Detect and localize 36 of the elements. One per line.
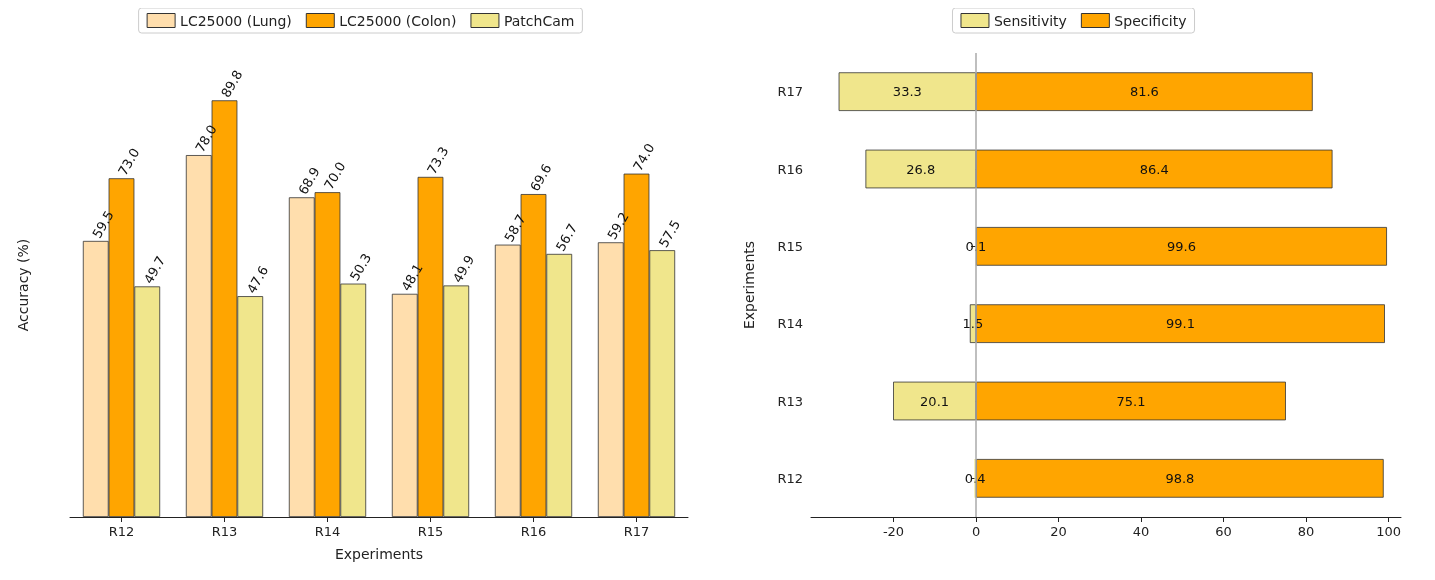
legend-label: LC25000 (Colon) <box>339 12 457 29</box>
data-label: 98.8 <box>1165 470 1195 486</box>
x-tick-label: R16 <box>520 524 547 539</box>
y-tick-label: R13 <box>777 393 803 409</box>
data-label: 33.3 <box>892 84 922 100</box>
x-tick-label: R13 <box>211 524 238 539</box>
x-axis-title: Experiments <box>334 546 424 562</box>
y-tick-label: R15 <box>777 238 803 254</box>
x-tick-label: R12 <box>108 524 135 539</box>
x-tick-label: R17 <box>623 524 650 539</box>
x-tick-label: R14 <box>314 524 341 539</box>
x-tick-label: 20 <box>1050 524 1067 539</box>
x-tick-label: 100 <box>1376 524 1402 539</box>
x-tick-label: 0 <box>971 524 981 539</box>
y-tick-label: R12 <box>777 470 803 486</box>
y-axis-title: Experiments <box>741 240 757 330</box>
x-tick-label: -20 <box>882 524 905 539</box>
y-tick-label: R16 <box>777 161 803 177</box>
y-tick-label: R14 <box>777 316 803 332</box>
data-label: 99.1 <box>1166 316 1195 332</box>
legend-label: Sensitivity <box>993 12 1067 29</box>
x-tick-label: 80 <box>1297 524 1315 539</box>
legend-label: LC25000 (Lung) <box>180 12 292 29</box>
data-label: 81.6 <box>1129 84 1159 100</box>
data-label: 26.8 <box>906 161 936 177</box>
x-tick-label: 60 <box>1215 524 1232 539</box>
legend-label: PatchCam <box>503 12 575 29</box>
x-tick-label: 40 <box>1132 524 1150 539</box>
data-label: 75.1 <box>1116 393 1146 409</box>
data-label: 99.6 <box>1167 238 1196 254</box>
x-tick-label: R15 <box>417 524 444 539</box>
y-axis-title: Accuracy (%) <box>15 238 31 332</box>
legend-label: Specificity <box>1114 12 1187 29</box>
data-label: 20.1 <box>920 393 950 409</box>
y-tick-label: R17 <box>777 84 803 100</box>
data-label: 86.4 <box>1139 161 1169 177</box>
